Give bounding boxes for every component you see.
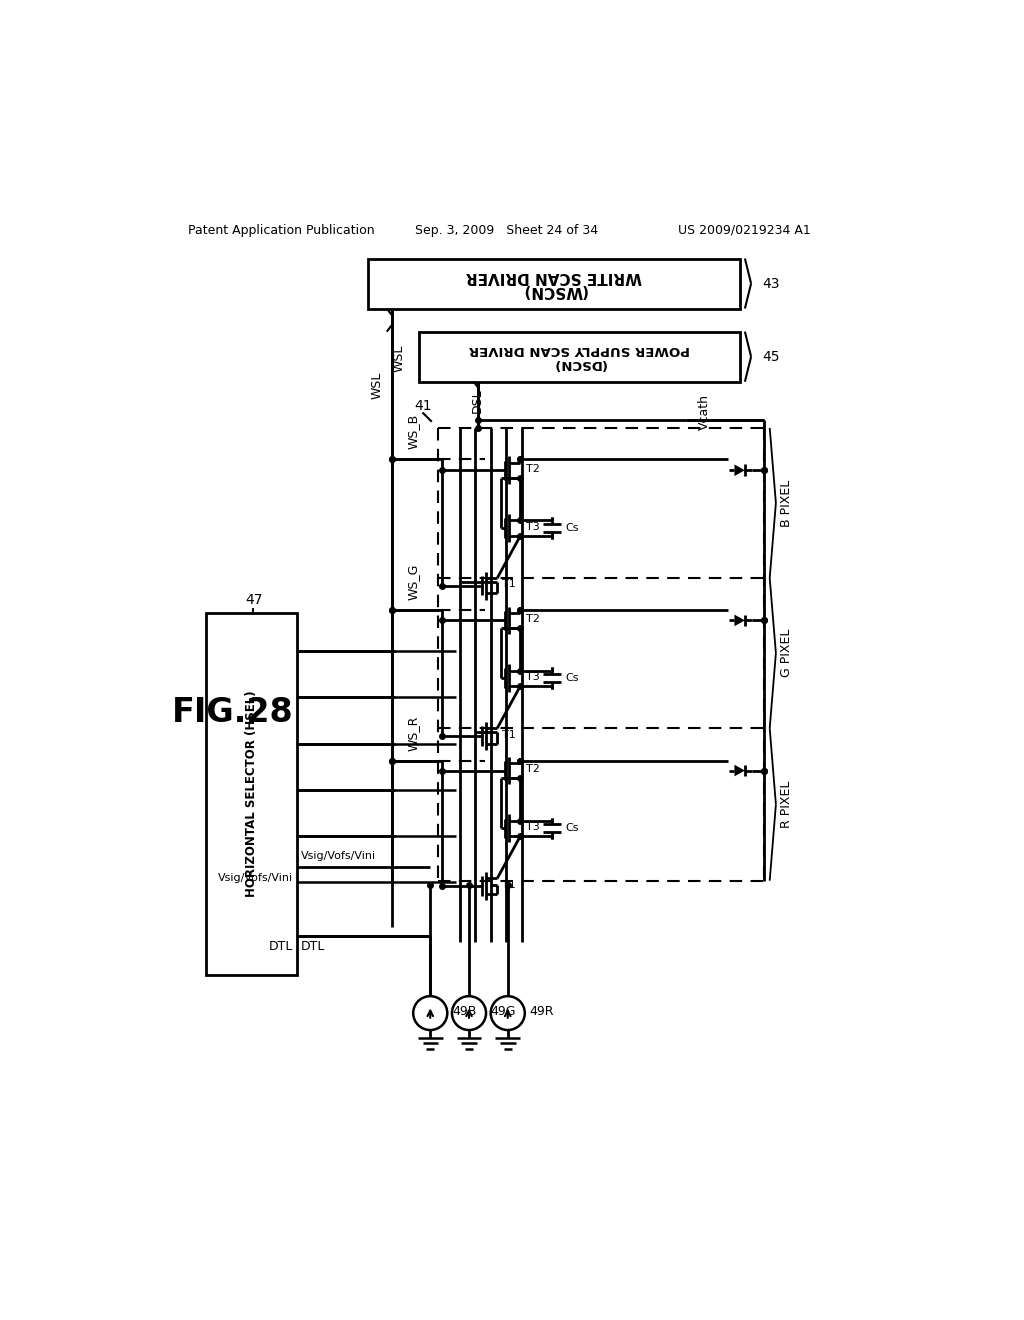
Text: Cs: Cs (566, 673, 580, 684)
Text: T3: T3 (525, 521, 540, 532)
Text: WSL: WSL (393, 345, 406, 372)
Text: WS_R: WS_R (407, 715, 420, 751)
Text: T3: T3 (525, 672, 540, 681)
Text: Sep. 3, 2009   Sheet 24 of 34: Sep. 3, 2009 Sheet 24 of 34 (415, 223, 598, 236)
Text: 43: 43 (762, 276, 779, 290)
Text: 41: 41 (415, 400, 432, 413)
Text: FIG.28: FIG.28 (172, 697, 294, 729)
Text: Cs: Cs (566, 523, 580, 533)
Text: T2: T2 (525, 463, 540, 474)
Text: 49B: 49B (452, 1005, 476, 1018)
Text: US 2009/0219234 A1: US 2009/0219234 A1 (678, 223, 811, 236)
Text: (WSCN): (WSCN) (521, 282, 587, 298)
Polygon shape (734, 764, 744, 776)
Text: WSL: WSL (371, 372, 384, 399)
Bar (206, 612, 297, 974)
Text: R PIXEL: R PIXEL (780, 780, 794, 828)
Text: DTL: DTL (268, 940, 293, 953)
Text: HORIZONTAL SELECTOR (HSEL): HORIZONTAL SELECTOR (HSEL) (245, 690, 258, 898)
Text: 47: 47 (246, 594, 263, 607)
Polygon shape (734, 465, 744, 477)
Text: T2: T2 (525, 764, 540, 774)
Text: Patent Application Publication: Patent Application Publication (188, 223, 375, 236)
Text: T3: T3 (525, 822, 540, 832)
Text: DSL: DSL (470, 388, 483, 413)
Text: Vsig/Vofs/Vini: Vsig/Vofs/Vini (301, 851, 376, 861)
Text: WRITE SCAN DRIVER: WRITE SCAN DRIVER (466, 269, 642, 284)
Bar (419, 331, 740, 381)
Text: WS_B: WS_B (407, 414, 420, 449)
Text: (DSCN): (DSCN) (553, 358, 606, 370)
Text: Vsig/Vofs/Vini: Vsig/Vofs/Vini (218, 873, 293, 883)
Text: T1: T1 (503, 730, 516, 739)
Text: Cs: Cs (566, 824, 580, 833)
Text: 49G: 49G (490, 1005, 516, 1018)
Text: 45: 45 (762, 350, 779, 364)
Text: B PIXEL: B PIXEL (780, 479, 794, 527)
Text: T1: T1 (503, 579, 516, 589)
Text: 49R: 49R (529, 1005, 554, 1018)
Text: T1: T1 (503, 879, 516, 890)
Text: T2: T2 (525, 614, 540, 624)
Text: G PIXEL: G PIXEL (780, 628, 794, 677)
Bar (369, 259, 740, 309)
Text: Vcath: Vcath (697, 395, 711, 430)
Text: WS_G: WS_G (407, 564, 420, 601)
Text: POWER SUPPLY SCAN DRIVER: POWER SUPPLY SCAN DRIVER (469, 343, 690, 356)
Text: DTL: DTL (301, 940, 326, 953)
Polygon shape (734, 615, 744, 626)
